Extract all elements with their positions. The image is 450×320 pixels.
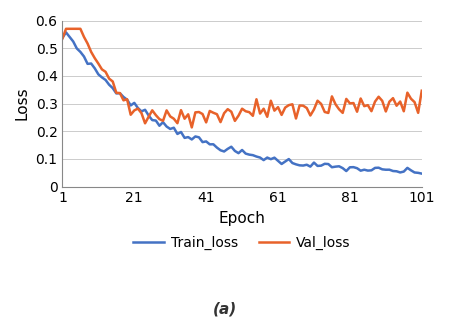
Train_loss — [89, 62, 94, 66]
Val_loss — [419, 89, 424, 93]
Val_loss — [283, 106, 288, 109]
Train_loss — [229, 145, 234, 149]
Val_loss — [89, 50, 94, 54]
Train_loss — [63, 30, 69, 34]
Val_loss — [153, 113, 158, 117]
Train_loss — [419, 172, 424, 176]
Val_loss — [189, 125, 194, 129]
Train_loss — [153, 119, 158, 123]
Val_loss — [63, 27, 69, 31]
Val_loss — [232, 119, 238, 123]
Val_loss — [337, 108, 342, 111]
Train_loss — [333, 165, 338, 169]
Line: Train_loss: Train_loss — [63, 32, 422, 174]
Val_loss — [319, 102, 324, 106]
Train_loss — [279, 162, 284, 166]
X-axis label: Epoch: Epoch — [219, 211, 266, 226]
Y-axis label: Loss: Loss — [15, 87, 30, 120]
Train_loss — [315, 164, 320, 168]
Val_loss — [60, 36, 65, 40]
Text: (a): (a) — [213, 302, 237, 317]
Train_loss — [60, 36, 65, 40]
Legend: Train_loss, Val_loss: Train_loss, Val_loss — [128, 230, 356, 255]
Line: Val_loss: Val_loss — [63, 29, 422, 127]
